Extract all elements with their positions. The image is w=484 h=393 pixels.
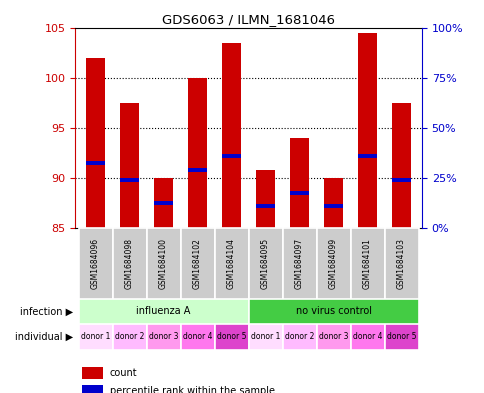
Text: count: count — [109, 368, 137, 378]
Text: donor 3: donor 3 — [149, 332, 178, 342]
Bar — [180, 228, 214, 299]
Bar — [180, 324, 214, 350]
Text: donor 5: donor 5 — [216, 332, 246, 342]
Bar — [188, 168, 207, 172]
Bar — [222, 42, 241, 228]
Bar — [86, 57, 105, 228]
Bar — [256, 170, 274, 228]
Text: GSM1684102: GSM1684102 — [193, 238, 202, 289]
Text: donor 5: donor 5 — [386, 332, 415, 342]
Bar — [256, 204, 274, 208]
Bar — [392, 103, 410, 228]
Bar — [384, 324, 418, 350]
Text: GSM1684098: GSM1684098 — [125, 238, 134, 289]
Bar — [146, 324, 180, 350]
Text: donor 1: donor 1 — [250, 332, 280, 342]
Bar — [323, 204, 342, 208]
Text: GSM1684099: GSM1684099 — [328, 238, 337, 289]
Bar — [289, 191, 308, 195]
Bar — [248, 228, 282, 299]
Bar — [214, 324, 248, 350]
Bar — [146, 228, 180, 299]
Bar — [392, 178, 410, 182]
Text: GSM1684095: GSM1684095 — [260, 238, 270, 289]
Bar — [222, 154, 241, 158]
Bar — [316, 228, 350, 299]
Bar — [86, 161, 105, 165]
Bar — [82, 385, 103, 393]
Bar — [120, 178, 138, 182]
Bar — [154, 201, 173, 205]
Text: GSM1684096: GSM1684096 — [91, 238, 100, 289]
Text: donor 2: donor 2 — [284, 332, 314, 342]
Bar — [78, 228, 112, 299]
Text: GSM1684104: GSM1684104 — [227, 238, 236, 289]
Text: donor 4: donor 4 — [182, 332, 212, 342]
Text: GSM1684103: GSM1684103 — [396, 238, 405, 289]
Text: GSM1684097: GSM1684097 — [294, 238, 303, 289]
Bar — [358, 33, 376, 228]
Bar — [82, 367, 103, 379]
Bar — [188, 77, 207, 228]
Bar — [282, 228, 316, 299]
Bar — [112, 228, 146, 299]
Bar — [282, 324, 316, 350]
Text: donor 1: donor 1 — [81, 332, 110, 342]
Bar — [120, 103, 138, 228]
Title: GDS6063 / ILMN_1681046: GDS6063 / ILMN_1681046 — [162, 13, 334, 26]
Bar — [248, 299, 418, 324]
Bar — [214, 228, 248, 299]
Text: GSM1684101: GSM1684101 — [363, 238, 371, 289]
Bar — [323, 178, 342, 228]
Bar — [78, 299, 248, 324]
Bar — [289, 138, 308, 228]
Text: donor 3: donor 3 — [318, 332, 348, 342]
Bar — [358, 154, 376, 158]
Bar — [350, 228, 384, 299]
Bar — [350, 324, 384, 350]
Bar — [248, 324, 282, 350]
Bar — [154, 178, 173, 228]
Bar — [78, 324, 112, 350]
Text: infection ▶: infection ▶ — [19, 307, 73, 316]
Text: percentile rank within the sample: percentile rank within the sample — [109, 386, 274, 393]
Bar — [384, 228, 418, 299]
Text: no virus control: no virus control — [295, 307, 371, 316]
Text: individual ▶: individual ▶ — [15, 332, 73, 342]
Text: influenza A: influenza A — [136, 307, 190, 316]
Text: donor 4: donor 4 — [352, 332, 381, 342]
Text: GSM1684100: GSM1684100 — [159, 238, 168, 289]
Text: donor 2: donor 2 — [115, 332, 144, 342]
Bar — [316, 324, 350, 350]
Bar — [112, 324, 146, 350]
